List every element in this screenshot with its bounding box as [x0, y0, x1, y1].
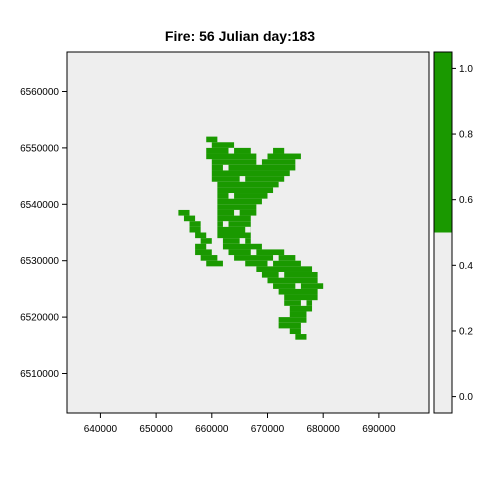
colorbar-tick-label: 0.4 — [459, 261, 473, 272]
burned-cell-span — [200, 238, 212, 244]
x-tick-label: 670000 — [251, 424, 285, 435]
burned-cell-span — [284, 300, 313, 306]
burned-cell-span — [217, 221, 251, 227]
chart-title: Fire: 56 Julian day:183 — [165, 28, 315, 44]
burned-cell-span — [217, 181, 279, 188]
x-tick-label: 690000 — [362, 424, 396, 435]
burned-cell-span — [289, 328, 301, 335]
burned-cell-span — [261, 159, 296, 165]
burned-cell-span — [189, 221, 201, 227]
unburned-cell — [278, 271, 285, 278]
burned-cell-span — [217, 187, 274, 194]
burned-cell-span — [267, 153, 301, 160]
colorbar-legend: 0.0 0.2 0.4 0.6 0.8 1.0 — [433, 51, 473, 414]
burned-cell-span — [217, 226, 251, 233]
colorbar-tick-label: 0.6 — [459, 195, 473, 206]
burned-cell-span — [217, 204, 257, 210]
unburned-cell — [245, 226, 251, 233]
x-tick-label: 650000 — [139, 424, 173, 435]
y-axis: 6510000 6520000 6530000 6540000 6550000 65600… — [20, 87, 67, 380]
burned-cell-span — [211, 159, 257, 165]
burned-cell-span — [217, 232, 251, 239]
burned-cell-span — [211, 164, 296, 171]
y-tick-label: 6530000 — [20, 256, 59, 267]
burned-cell-span — [217, 215, 251, 222]
unburned-cell — [239, 176, 246, 182]
burned-cell-span — [295, 334, 307, 340]
y-tick-label: 6520000 — [20, 313, 59, 324]
burned-cell-span — [206, 153, 257, 160]
unburned-cell — [295, 283, 301, 289]
burned-cell-span — [195, 249, 212, 256]
unburned-cell — [261, 153, 268, 160]
colorbar-band — [434, 232, 452, 413]
burned-cell-span — [200, 255, 218, 261]
colorbar-tick-label: 0.0 — [459, 392, 473, 403]
burned-cell-span — [261, 271, 318, 278]
burned-cell-span — [217, 198, 262, 205]
burned-cell-span — [278, 317, 307, 323]
burned-cell-span — [195, 232, 207, 239]
x-tick-label: 660000 — [195, 424, 229, 435]
burned-cell-span — [267, 277, 318, 284]
burned-cell-span — [206, 260, 223, 267]
burned-cell-span — [211, 142, 235, 148]
unburned-cell — [239, 238, 246, 244]
y-tick-label: 6550000 — [20, 143, 59, 154]
x-axis: 640000 650000 660000 670000 680000 690000 — [84, 413, 396, 435]
unburned-cell — [267, 260, 274, 267]
burned-cell-span — [222, 238, 251, 244]
plot-frame — [66, 51, 430, 414]
unburned-cell — [228, 193, 235, 199]
burned-cell-span — [222, 243, 262, 250]
y-tick-label: 6540000 — [20, 200, 59, 211]
burned-cell-span — [256, 266, 313, 272]
burned-cell-span — [289, 311, 307, 318]
colorbar-tick-label: 0.8 — [459, 130, 473, 141]
burned-cell-span — [211, 176, 285, 182]
burned-cell-span — [183, 215, 196, 222]
burned-cell-span — [189, 226, 201, 233]
y-tick-label: 6560000 — [20, 87, 59, 98]
unburned-cell — [222, 221, 229, 227]
colorbar-tick-label: 0.2 — [459, 326, 473, 337]
colorbar-tick-label: 1.0 — [459, 64, 473, 75]
unburned-cell — [300, 300, 307, 306]
unburned-cell — [234, 209, 240, 216]
burned-cell-span — [289, 305, 313, 312]
unburned-cell — [250, 249, 257, 256]
unburned-cell — [273, 255, 279, 261]
burned-cell-span — [234, 255, 296, 261]
burned-cell-span — [273, 147, 285, 154]
burned-cell-span — [178, 209, 190, 216]
burned-cell-span — [278, 288, 318, 295]
x-tick-label: 640000 — [84, 424, 118, 435]
burned-cell-span — [284, 294, 318, 301]
y-tick-label: 6510000 — [20, 369, 59, 380]
unburned-cell — [222, 164, 229, 171]
burned-cell-span — [278, 322, 301, 329]
burned-cell-span — [206, 136, 218, 143]
unburned-cell — [228, 147, 235, 154]
burned-cell-span — [217, 193, 268, 199]
burned-cell-span — [211, 170, 290, 177]
unburned-holes — [222, 147, 307, 306]
colorbar-band — [434, 52, 452, 233]
colorbar-frame — [433, 51, 453, 414]
burned-cell-span — [195, 243, 207, 250]
x-tick-label: 680000 — [306, 424, 340, 435]
